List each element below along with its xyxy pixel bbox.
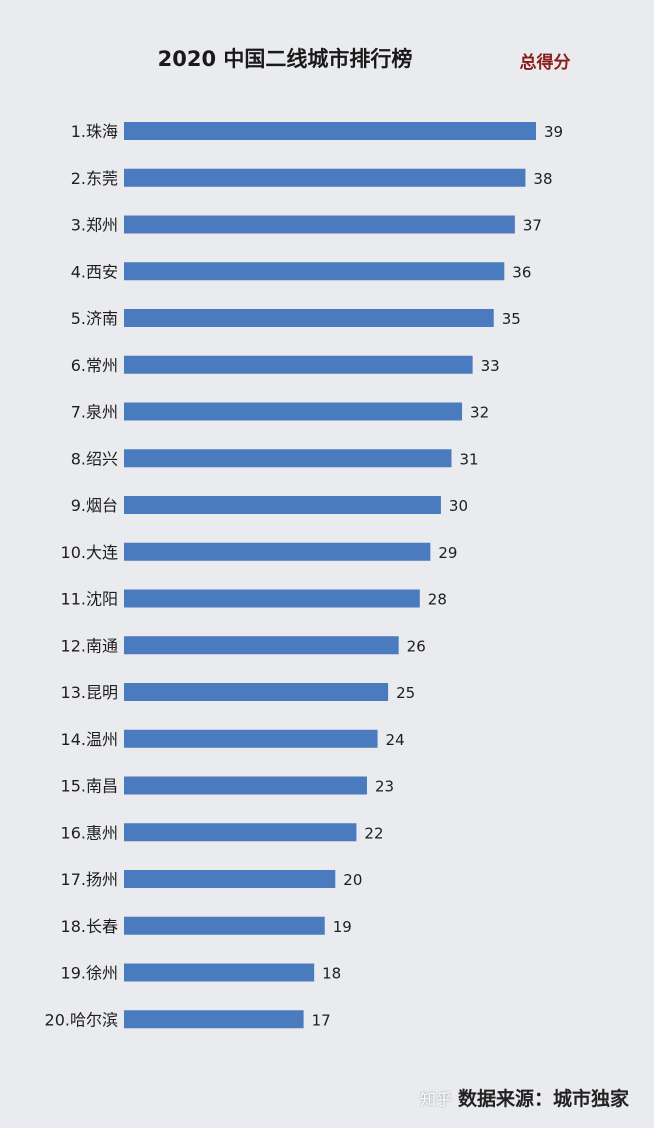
category-label: 18.长春 [61,917,118,936]
category-label: 16.惠州 [61,823,118,842]
bar [124,589,420,608]
bar [124,496,441,514]
value-label: 32 [470,404,489,422]
category-label: 9.烟台 [71,496,118,515]
source-note: 数据来源：城市独家 [458,1088,630,1110]
bar [124,542,431,561]
bar [124,916,325,935]
bar [124,823,357,842]
category-label: 17.扬州 [61,870,118,889]
category-label: 5.济南 [71,309,118,328]
value-label: 20 [343,871,362,889]
value-label: 29 [438,544,457,562]
value-label: 36 [512,263,531,281]
category-label: 14.温州 [61,730,118,749]
value-label: 33 [481,357,500,375]
category-label: 7.泉州 [71,403,118,422]
value-label: 28 [428,591,447,609]
footer: 知乎 数据来源：城市独家 [420,1084,650,1111]
bar [124,636,399,655]
bar [124,1010,304,1029]
category-label: 12.南通 [61,636,118,655]
bar [124,776,367,795]
legend-label: 总得分 [520,52,571,73]
category-label: 19.徐州 [61,964,118,983]
category-label: 15.南昌 [61,777,118,796]
value-label: 17 [312,1011,331,1029]
value-label: 37 [523,217,542,235]
bar [124,402,463,421]
category-label: 11.沈阳 [61,590,118,609]
value-label: 30 [449,497,468,515]
bar [124,168,526,187]
bar [124,449,452,468]
value-label: 38 [533,170,552,188]
category-label: 2.东莞 [71,169,118,188]
bars-group: 1.珠海 39 2.东莞 38 3.郑州 37 4.西安 36 5.济南 35 6.常州 33 7.泉州… [45,122,563,1029]
category-label: 3.郑州 [71,216,118,235]
category-label: 20.哈尔滨 [45,1010,118,1029]
watermark-text: 知乎 [420,1090,453,1109]
bar [124,729,378,748]
value-label: 31 [459,450,478,468]
category-label: 1.珠海 [71,122,118,141]
bar [124,309,494,327]
value-label: 19 [333,918,352,936]
bar [124,683,389,701]
value-label: 23 [375,778,394,796]
value-label: 22 [364,824,383,842]
bar [124,870,336,888]
bar [124,215,515,234]
value-label: 39 [544,123,563,141]
category-label: 8.绍兴 [71,449,118,468]
bar [124,122,536,140]
category-label: 10.大连 [61,543,118,562]
chart-title: 2020 中国二线城市排行榜 [158,47,413,71]
category-label: 6.常州 [71,356,118,375]
bar [124,963,315,982]
bar [124,355,473,374]
value-label: 26 [407,637,426,655]
value-label: 24 [386,731,405,749]
value-label: 18 [322,965,341,983]
bar [124,262,505,281]
value-label: 35 [502,310,521,328]
value-label: 25 [396,684,415,702]
category-label: 13.昆明 [61,683,118,702]
category-label: 4.西安 [71,262,118,281]
